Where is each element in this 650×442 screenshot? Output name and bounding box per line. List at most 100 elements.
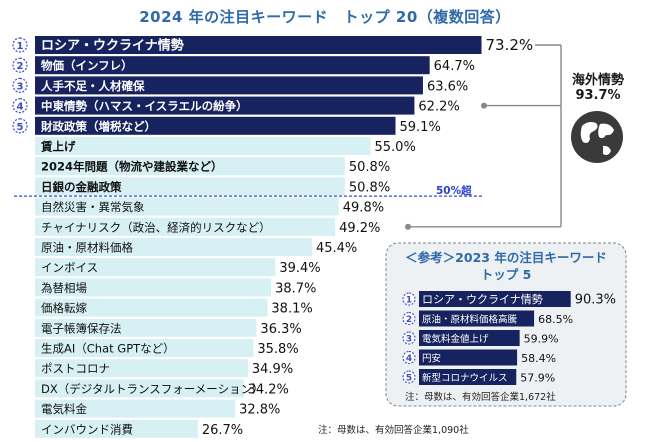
fifty-percent-label: 50%超 xyxy=(436,185,472,197)
reference-title: ＜参考＞2023 年の注目キーワード トップ 5 xyxy=(386,249,626,283)
bracket-dot xyxy=(405,223,411,230)
bar-category-label: 物価（インフレ） xyxy=(41,59,133,73)
bar-value-label: 38.7% xyxy=(275,281,316,296)
reference-bar-value-label: 68.5% xyxy=(538,313,573,326)
bar xyxy=(35,36,482,54)
rank-number: 3 xyxy=(17,81,24,92)
bar-value-label: 64.7% xyxy=(434,59,475,74)
bar-category-label: 中東情勢（ハマス・イスラエルの紛争） xyxy=(41,99,248,113)
bar xyxy=(35,96,415,115)
reference-rank-badge xyxy=(402,331,416,345)
reference-bar-value-label: 58.4% xyxy=(521,352,556,365)
bar-value-label: 63.6% xyxy=(427,79,468,94)
rank-number: 4 xyxy=(17,102,24,113)
bar-value-label: 45.4% xyxy=(316,241,357,256)
bar-value-label: 39.4% xyxy=(279,261,320,276)
bar-category-label: インバウンド消費 xyxy=(41,422,133,436)
reference-bar-category-label: 円安 xyxy=(422,353,441,365)
reference-bar xyxy=(419,349,518,366)
reference-rank-number: 2 xyxy=(406,315,412,325)
globe-continent xyxy=(603,145,611,155)
bar-value-label: 55.0% xyxy=(375,140,416,155)
reference-bar-category-label: 電気料金値上げ xyxy=(422,333,489,345)
reference-rank-badge xyxy=(402,350,416,365)
bar xyxy=(35,76,423,95)
bar-value-label: 26.7% xyxy=(202,423,243,438)
bar-category-label: 日銀の金融政策 xyxy=(41,180,122,194)
rank-badge xyxy=(12,37,28,53)
reference-bar xyxy=(419,291,571,307)
reference-bar-category-label: 新型コロナウイルス xyxy=(422,372,508,384)
bar xyxy=(35,258,276,277)
bracket-dot xyxy=(481,102,487,109)
rank-badge xyxy=(12,57,28,73)
bar-category-label: 2024年問題（物流や建設業など） xyxy=(41,160,223,174)
bar-value-label: 32.8% xyxy=(239,403,280,418)
bar xyxy=(35,116,396,135)
bar-value-label: 50.8% xyxy=(349,160,390,175)
bar-category-label: 電気料金 xyxy=(41,402,87,416)
reference-title-line2: トップ 5 xyxy=(480,267,532,282)
bar-category-label: インボイス xyxy=(41,261,98,275)
reference-bar-category-label: 原油・原材料価格高騰 xyxy=(422,314,518,326)
rank-number: 1 xyxy=(17,41,24,52)
reference-title-line1: ＜参考＞2023 年の注目キーワード xyxy=(405,250,607,265)
bar xyxy=(35,298,268,317)
reference-bar xyxy=(419,310,535,327)
bar xyxy=(35,137,371,155)
reference-rank-badge xyxy=(402,370,416,384)
bar xyxy=(35,318,257,337)
reference-bar-value-label: 90.3% xyxy=(575,293,616,308)
bar-category-label: 生成AI（Chat GPTなど） xyxy=(41,342,175,356)
bar-value-label: 34.2% xyxy=(248,382,289,397)
reference-note: 注：母数は、有効回答企業1,672社 xyxy=(405,392,556,403)
rank-badge xyxy=(12,97,28,114)
bar xyxy=(35,379,244,398)
bar-category-label: 財政政策（増税など） xyxy=(40,119,156,133)
bar-category-label: ポストコロナ xyxy=(41,362,110,376)
reference-rank-badge xyxy=(402,292,416,306)
bar-category-label: 価格転嫁 xyxy=(41,301,87,315)
bar-value-label: 49.8% xyxy=(343,201,384,216)
bar-value-label: 34.9% xyxy=(252,362,293,377)
bar xyxy=(35,399,236,418)
bar xyxy=(35,56,430,75)
bar-category-label: ロシア・ウクライナ情勢 xyxy=(41,38,184,54)
bar-value-label: 38.1% xyxy=(271,302,312,317)
reference-bar-value-label: 57.9% xyxy=(520,372,555,385)
bar-category-label: 為替相場 xyxy=(41,281,87,295)
bar-value-label: 73.2% xyxy=(486,36,534,54)
reference-bar-value-label: 59.9% xyxy=(524,333,559,346)
bar xyxy=(35,419,198,438)
globe-continent xyxy=(598,123,614,139)
rank-badge xyxy=(12,77,28,94)
bar-category-label: 賃上げ xyxy=(40,140,76,154)
bar-category-label: DX（デジタルトランスフォーメーション） xyxy=(41,382,264,396)
bar xyxy=(35,217,336,236)
bar xyxy=(35,278,272,297)
reference-rank-badge xyxy=(402,311,416,326)
bar-category-label: チャイナリスク（政治、経済的リスクなど） xyxy=(41,220,271,234)
reference-bar xyxy=(419,330,520,346)
reference-rank-number: 3 xyxy=(406,335,412,345)
main-note: 注：母数は、有効回答企業1,090社 xyxy=(318,425,469,436)
rank-number: 2 xyxy=(17,61,24,72)
bar-value-label: 62.2% xyxy=(418,100,459,115)
overseas-group-value: 93.7% xyxy=(575,88,621,103)
bar xyxy=(35,177,345,196)
bar xyxy=(35,197,339,216)
bar-value-label: 59.1% xyxy=(400,120,441,135)
rank-badge xyxy=(12,118,28,134)
bar-value-label: 50.8% xyxy=(349,180,390,195)
reference-bar-category-label: ロシア・ウクライナ情勢 xyxy=(422,292,543,306)
reference-rank-number: 1 xyxy=(406,296,412,306)
overseas-group-label: 海外情勢 93.7% xyxy=(555,73,641,103)
bar-category-label: 自然災害・異常気象 xyxy=(41,200,145,214)
rank-number: 5 xyxy=(17,122,24,133)
reference-bar xyxy=(419,369,517,385)
reference-rank-number: 4 xyxy=(406,354,412,364)
bar xyxy=(35,157,345,176)
bar xyxy=(35,238,312,256)
globe-continent xyxy=(580,122,598,143)
